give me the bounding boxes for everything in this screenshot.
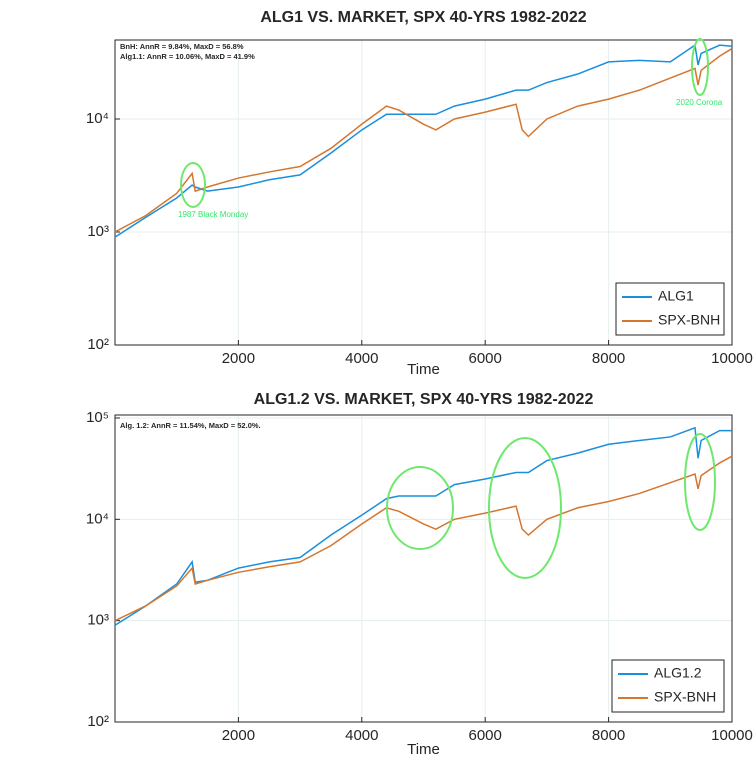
highlight-ellipse — [488, 437, 562, 579]
legend-box — [615, 282, 725, 336]
annotation: BnH: AnnR = 9.84%, MaxD = 56.8% — [120, 42, 244, 51]
y-tick-label: 10² — [87, 713, 109, 730]
x-tick-label: 8000 — [592, 727, 625, 744]
annotation: Alg. 1.2: AnnR = 11.54%, MaxD = 52.0%. — [120, 421, 261, 430]
axes-box — [114, 39, 733, 346]
legend-label: SPX-BNH — [654, 689, 716, 705]
annotation: 1987 Black Monday — [178, 210, 248, 219]
x-tick-label: 4000 — [345, 727, 378, 744]
y-tick-label: 10³ — [87, 612, 109, 629]
annotation: 2020 Corona — [676, 98, 723, 107]
x-tick-label: 10000 — [711, 727, 753, 744]
x-tick-label: 2000 — [222, 350, 255, 367]
highlights — [180, 38, 716, 579]
highlight-ellipse — [684, 433, 716, 531]
y-tick-label: 10³ — [87, 223, 109, 240]
legend-box — [611, 659, 725, 713]
x-axis-label: Time — [407, 741, 440, 758]
axes-box — [114, 414, 733, 723]
series-line — [114, 455, 733, 622]
x-tick-label: 4000 — [345, 350, 378, 367]
x-tick-label: 2000 — [222, 727, 255, 744]
y-tick-label: 10⁵ — [86, 409, 109, 426]
chart-title: ALG1.2 VS. MARKET, SPX 40-YRS 1982-2022 — [254, 391, 594, 408]
x-tick-label: 6000 — [469, 727, 502, 744]
legend: ALG1.2 SPX-BNH — [611, 659, 725, 713]
x-tick-label: 8000 — [592, 350, 625, 367]
highlight-ellipse — [386, 466, 454, 550]
highlight-ellipse — [691, 38, 709, 96]
highlight-ellipse — [180, 162, 206, 208]
legend: ALG1 SPX-BNH — [615, 282, 725, 336]
legend-label: ALG1.2 — [654, 665, 702, 681]
legend-label: SPX-BNH — [658, 312, 720, 328]
x-tick-label: 6000 — [469, 350, 502, 367]
chart-title: ALG1 VS. MARKET, SPX 40-YRS 1982-2022 — [260, 9, 586, 26]
legend-label: ALG1 — [658, 288, 694, 304]
y-tick-label: 10⁴ — [86, 110, 109, 127]
annotation: Alg1.1: AnnR = 10.06%, MaxD = 41.9% — [120, 52, 255, 61]
x-axis-label: Time — [407, 361, 440, 378]
x-tick-label: 10000 — [711, 350, 753, 367]
y-tick-label: 10⁴ — [86, 510, 109, 527]
y-tick-label: 10² — [87, 336, 109, 353]
